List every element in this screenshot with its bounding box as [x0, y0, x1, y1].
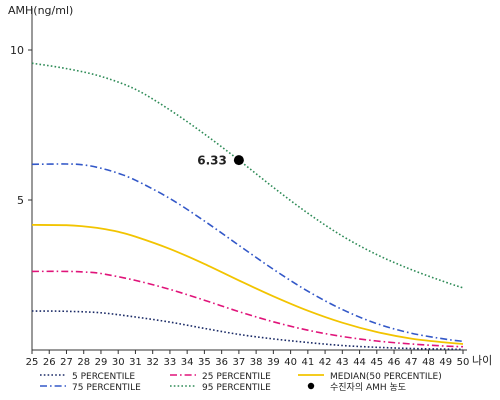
x-tick-label: 50	[457, 357, 470, 368]
legend-label: 95 PERCENTILE	[202, 383, 271, 393]
point-layer: 6.33	[197, 154, 244, 168]
legend-swatch-point	[307, 382, 315, 390]
legend-item-25-percentile: 25 PERCENTILE	[170, 372, 271, 382]
series-line-median-50-percentile	[31, 224, 464, 345]
legend-label: 5 PERCENTILE	[72, 372, 135, 382]
x-tick-label: 34	[181, 357, 194, 368]
x-tick-label: 35	[198, 357, 211, 368]
patient-amh-point	[233, 155, 244, 166]
x-tick-label: 26	[43, 357, 56, 368]
legend-item-median-50-percentile: MEDIAN(50 PERCENTILE)	[298, 372, 442, 382]
x-tick-label: 25	[26, 357, 39, 368]
series-layer	[31, 62, 464, 351]
x-tick-label: 38	[250, 357, 263, 368]
y-axis-label: AMH(ng/ml)	[8, 4, 73, 17]
patient-amh-value-label: 6.33	[197, 154, 227, 168]
x-tick-label: 29	[95, 357, 108, 368]
y-tick-label: 5	[17, 194, 24, 207]
x-tick-label: 31	[129, 357, 142, 368]
x-tick-label: 32	[146, 357, 159, 368]
x-tick-label: 43	[336, 357, 349, 368]
legend-label: MEDIAN(50 PERCENTILE)	[330, 372, 442, 382]
x-tick-label: 36	[215, 357, 228, 368]
series-line-75-percentile	[31, 163, 464, 343]
x-tick-label: 44	[353, 357, 366, 368]
legend-label: 25 PERCENTILE	[202, 372, 271, 382]
x-tick-label: 46	[388, 357, 401, 368]
legend-item-5-percentile: 5 PERCENTILE	[40, 372, 135, 382]
legend-label: 수진자의 AMH 농도	[330, 382, 406, 393]
x-tick-label: 30	[112, 357, 125, 368]
legend-item-75-percentile: 75 PERCENTILE	[40, 383, 141, 393]
series-line-95-percentile	[31, 62, 464, 289]
x-tick-label: 42	[319, 357, 332, 368]
x-tick-label: 33	[164, 357, 177, 368]
legend: 5 PERCENTILE 25 PERCENTILE MEDIAN(50 PERCE…	[40, 372, 442, 393]
legend-item-amh: 수진자의 AMH 농도	[307, 382, 406, 393]
x-tick-label: 41	[301, 357, 314, 368]
axes: 5 10 25 26 27 28 29 30 31 32 33 34 35 36 37 38 39 40 41 42 4…	[10, 8, 469, 368]
x-tick-label: 49	[439, 357, 452, 368]
legend-item-95-percentile: 95 PERCENTILE	[170, 383, 271, 393]
x-tick-label: 37	[233, 357, 246, 368]
x-tick-label: 27	[60, 357, 73, 368]
x-tick-label: 47	[405, 357, 418, 368]
legend-label: 75 PERCENTILE	[72, 383, 141, 393]
x-tick-label: 28	[77, 357, 90, 368]
y-tick-label: 10	[10, 44, 24, 57]
x-tick-label: 39	[267, 357, 280, 368]
x-axis-label: 나이	[472, 354, 492, 367]
x-tick-label: 48	[422, 357, 435, 368]
x-tick-label: 45	[370, 357, 383, 368]
x-tick-label: 40	[284, 357, 297, 368]
